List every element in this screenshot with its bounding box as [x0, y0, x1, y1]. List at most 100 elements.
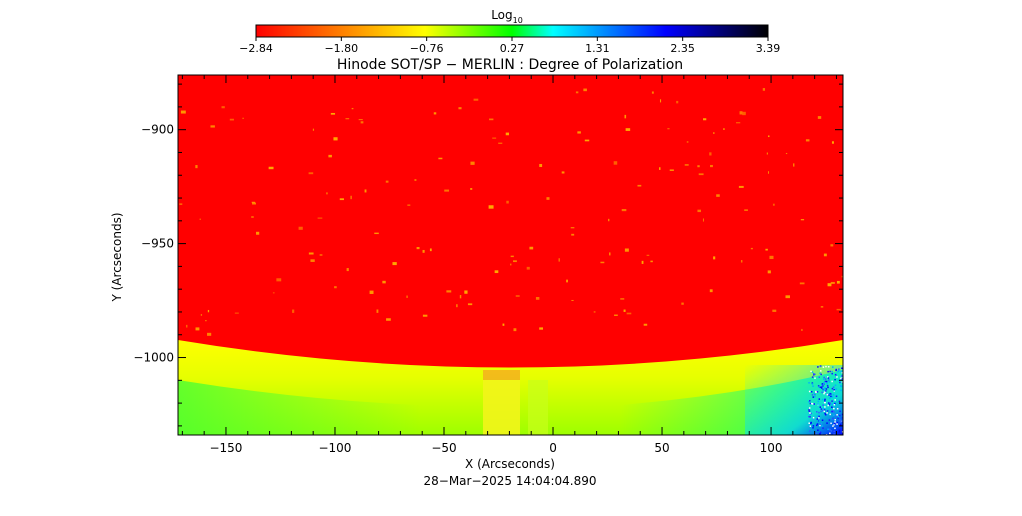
noise-pixel	[810, 370, 812, 373]
noise-pixel	[813, 403, 815, 405]
speckle	[566, 279, 568, 283]
speckle	[515, 295, 520, 297]
speckle	[433, 112, 437, 115]
noise-pixel	[819, 424, 821, 427]
noise-pixel	[813, 392, 815, 394]
speckle	[180, 110, 186, 114]
noise-pixel	[836, 423, 838, 425]
noise-pixel	[831, 372, 833, 375]
noise-pixel	[835, 368, 838, 371]
noise-pixel	[841, 367, 843, 369]
speckle	[414, 179, 417, 181]
noise-pixel	[824, 406, 826, 408]
noise-pixel	[820, 422, 822, 425]
speckle	[702, 218, 704, 222]
speckle	[298, 226, 303, 230]
x-tick-label: 50	[654, 441, 669, 455]
speckle	[429, 248, 432, 252]
noise-pixel	[836, 376, 838, 378]
speckle	[392, 262, 397, 266]
noise-pixel	[808, 409, 810, 411]
chart-title: Hinode SOT/SP − MERLIN : Degree of Polar…	[337, 57, 683, 73]
speckle	[836, 308, 841, 311]
observation-strip	[483, 380, 520, 435]
x-tick-label: 100	[760, 441, 783, 455]
noise-pixel	[816, 423, 819, 425]
colorbar-label-main: Log	[491, 8, 512, 22]
observation-strip-2	[528, 380, 548, 435]
speckle	[820, 306, 824, 308]
speckle	[614, 314, 618, 316]
noise-pixel	[821, 383, 824, 385]
speckle	[641, 260, 644, 264]
noise-pixel	[811, 383, 814, 385]
noise-pixel	[808, 407, 811, 409]
speckle	[625, 128, 631, 131]
speckle	[505, 132, 510, 136]
noise-pixel	[819, 406, 822, 408]
noise-pixel	[808, 390, 811, 393]
noise-pixel	[808, 422, 810, 424]
noise-pixel	[808, 401, 810, 403]
speckle	[207, 309, 210, 313]
noise-pixel	[814, 395, 816, 398]
noise-pixel	[833, 422, 836, 425]
speckle	[738, 185, 744, 188]
speckle	[268, 166, 274, 170]
noise-pixel	[826, 410, 829, 412]
speckle	[385, 180, 389, 183]
noise-pixel	[809, 425, 812, 427]
speckle	[805, 139, 810, 142]
speckle	[205, 320, 207, 322]
corner-noise	[808, 365, 843, 435]
noise-pixel	[835, 369, 837, 372]
noise-pixel	[812, 403, 814, 405]
speckle	[312, 128, 315, 131]
speckle	[765, 248, 768, 251]
speckle	[626, 312, 632, 315]
colorbar-tick-label: −1.80	[324, 42, 358, 55]
speckle	[697, 209, 701, 213]
speckle	[210, 125, 215, 128]
noise-pixel	[826, 384, 829, 387]
noise-pixel	[824, 400, 826, 402]
speckle	[416, 247, 420, 250]
noise-pixel	[841, 413, 843, 416]
speckle	[407, 204, 411, 206]
speckle	[716, 194, 720, 197]
noise-pixel	[822, 427, 824, 429]
noise-pixel	[831, 403, 834, 406]
speckle	[621, 208, 627, 212]
speckle	[351, 107, 354, 110]
noise-pixel	[821, 409, 824, 412]
noise-pixel	[809, 400, 811, 402]
noise-pixel	[815, 433, 817, 435]
noise-pixel	[827, 379, 830, 381]
speckle	[422, 249, 425, 253]
speckle	[185, 324, 188, 328]
noise-pixel	[810, 422, 812, 425]
speckle	[558, 258, 560, 262]
speckle	[464, 290, 468, 294]
noise-pixel	[832, 425, 834, 427]
noise-pixel	[834, 427, 836, 430]
noise-pixel	[832, 410, 834, 412]
speckle	[200, 314, 203, 316]
x-axis: −150 −100 −50 0 50 100	[181, 75, 837, 455]
noise-pixel	[836, 421, 839, 424]
speckle	[374, 232, 379, 235]
speckle	[667, 128, 670, 130]
speckle	[600, 261, 605, 264]
speckle	[492, 137, 497, 139]
noise-pixel	[833, 407, 835, 410]
speckle	[620, 298, 625, 300]
speckle	[195, 327, 200, 331]
speckle	[767, 171, 770, 174]
noise-pixel	[838, 369, 840, 372]
noise-pixel	[812, 416, 815, 419]
noise-pixel	[809, 416, 811, 418]
noise-pixel	[827, 402, 830, 404]
speckle	[422, 314, 428, 317]
noise-pixel	[819, 423, 821, 426]
noise-pixel	[817, 366, 819, 368]
